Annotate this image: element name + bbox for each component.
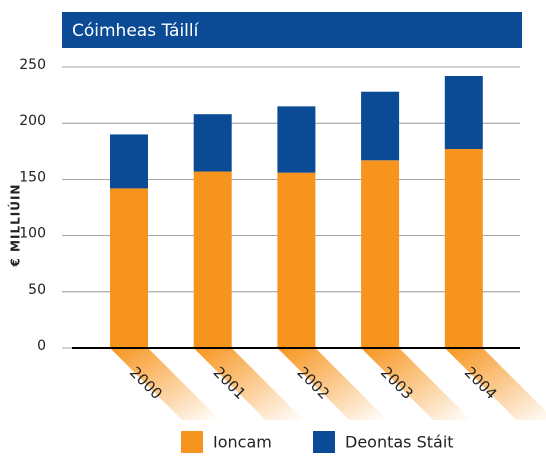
legend-swatch: [313, 431, 335, 453]
bar-segment: [444, 149, 483, 348]
bar-segment: [110, 188, 148, 348]
label-stripe: [193, 348, 304, 420]
label-stripe: [277, 348, 388, 420]
label-stripe: [361, 348, 472, 420]
bar-segment: [361, 160, 400, 348]
y-tick-label: 0: [37, 338, 46, 354]
legend-label: Deontas Stáit: [345, 433, 454, 452]
legend-label: Ioncam: [213, 433, 272, 452]
label-stripe: [110, 348, 220, 420]
y-tick-label: 50: [28, 282, 46, 298]
bar-segment: [277, 106, 316, 173]
bar-segment: [110, 134, 148, 189]
y-tick-label: 150: [19, 169, 46, 185]
bar-segment: [193, 114, 232, 172]
label-stripe: [444, 348, 546, 420]
bar-segment: [277, 172, 316, 348]
y-tick-label: 100: [19, 226, 46, 242]
bar-segment: [444, 75, 483, 150]
title-banner: [62, 12, 522, 48]
chart-title: Cóimheas Táillí: [72, 21, 200, 41]
legend-swatch: [181, 431, 203, 453]
y-tick-label: 200: [19, 113, 46, 129]
bar-segment: [361, 91, 400, 161]
y-tick-label: 250: [19, 57, 46, 73]
bar-segment: [193, 171, 232, 348]
y-axis-label: € MILLIÚIN: [8, 184, 23, 268]
